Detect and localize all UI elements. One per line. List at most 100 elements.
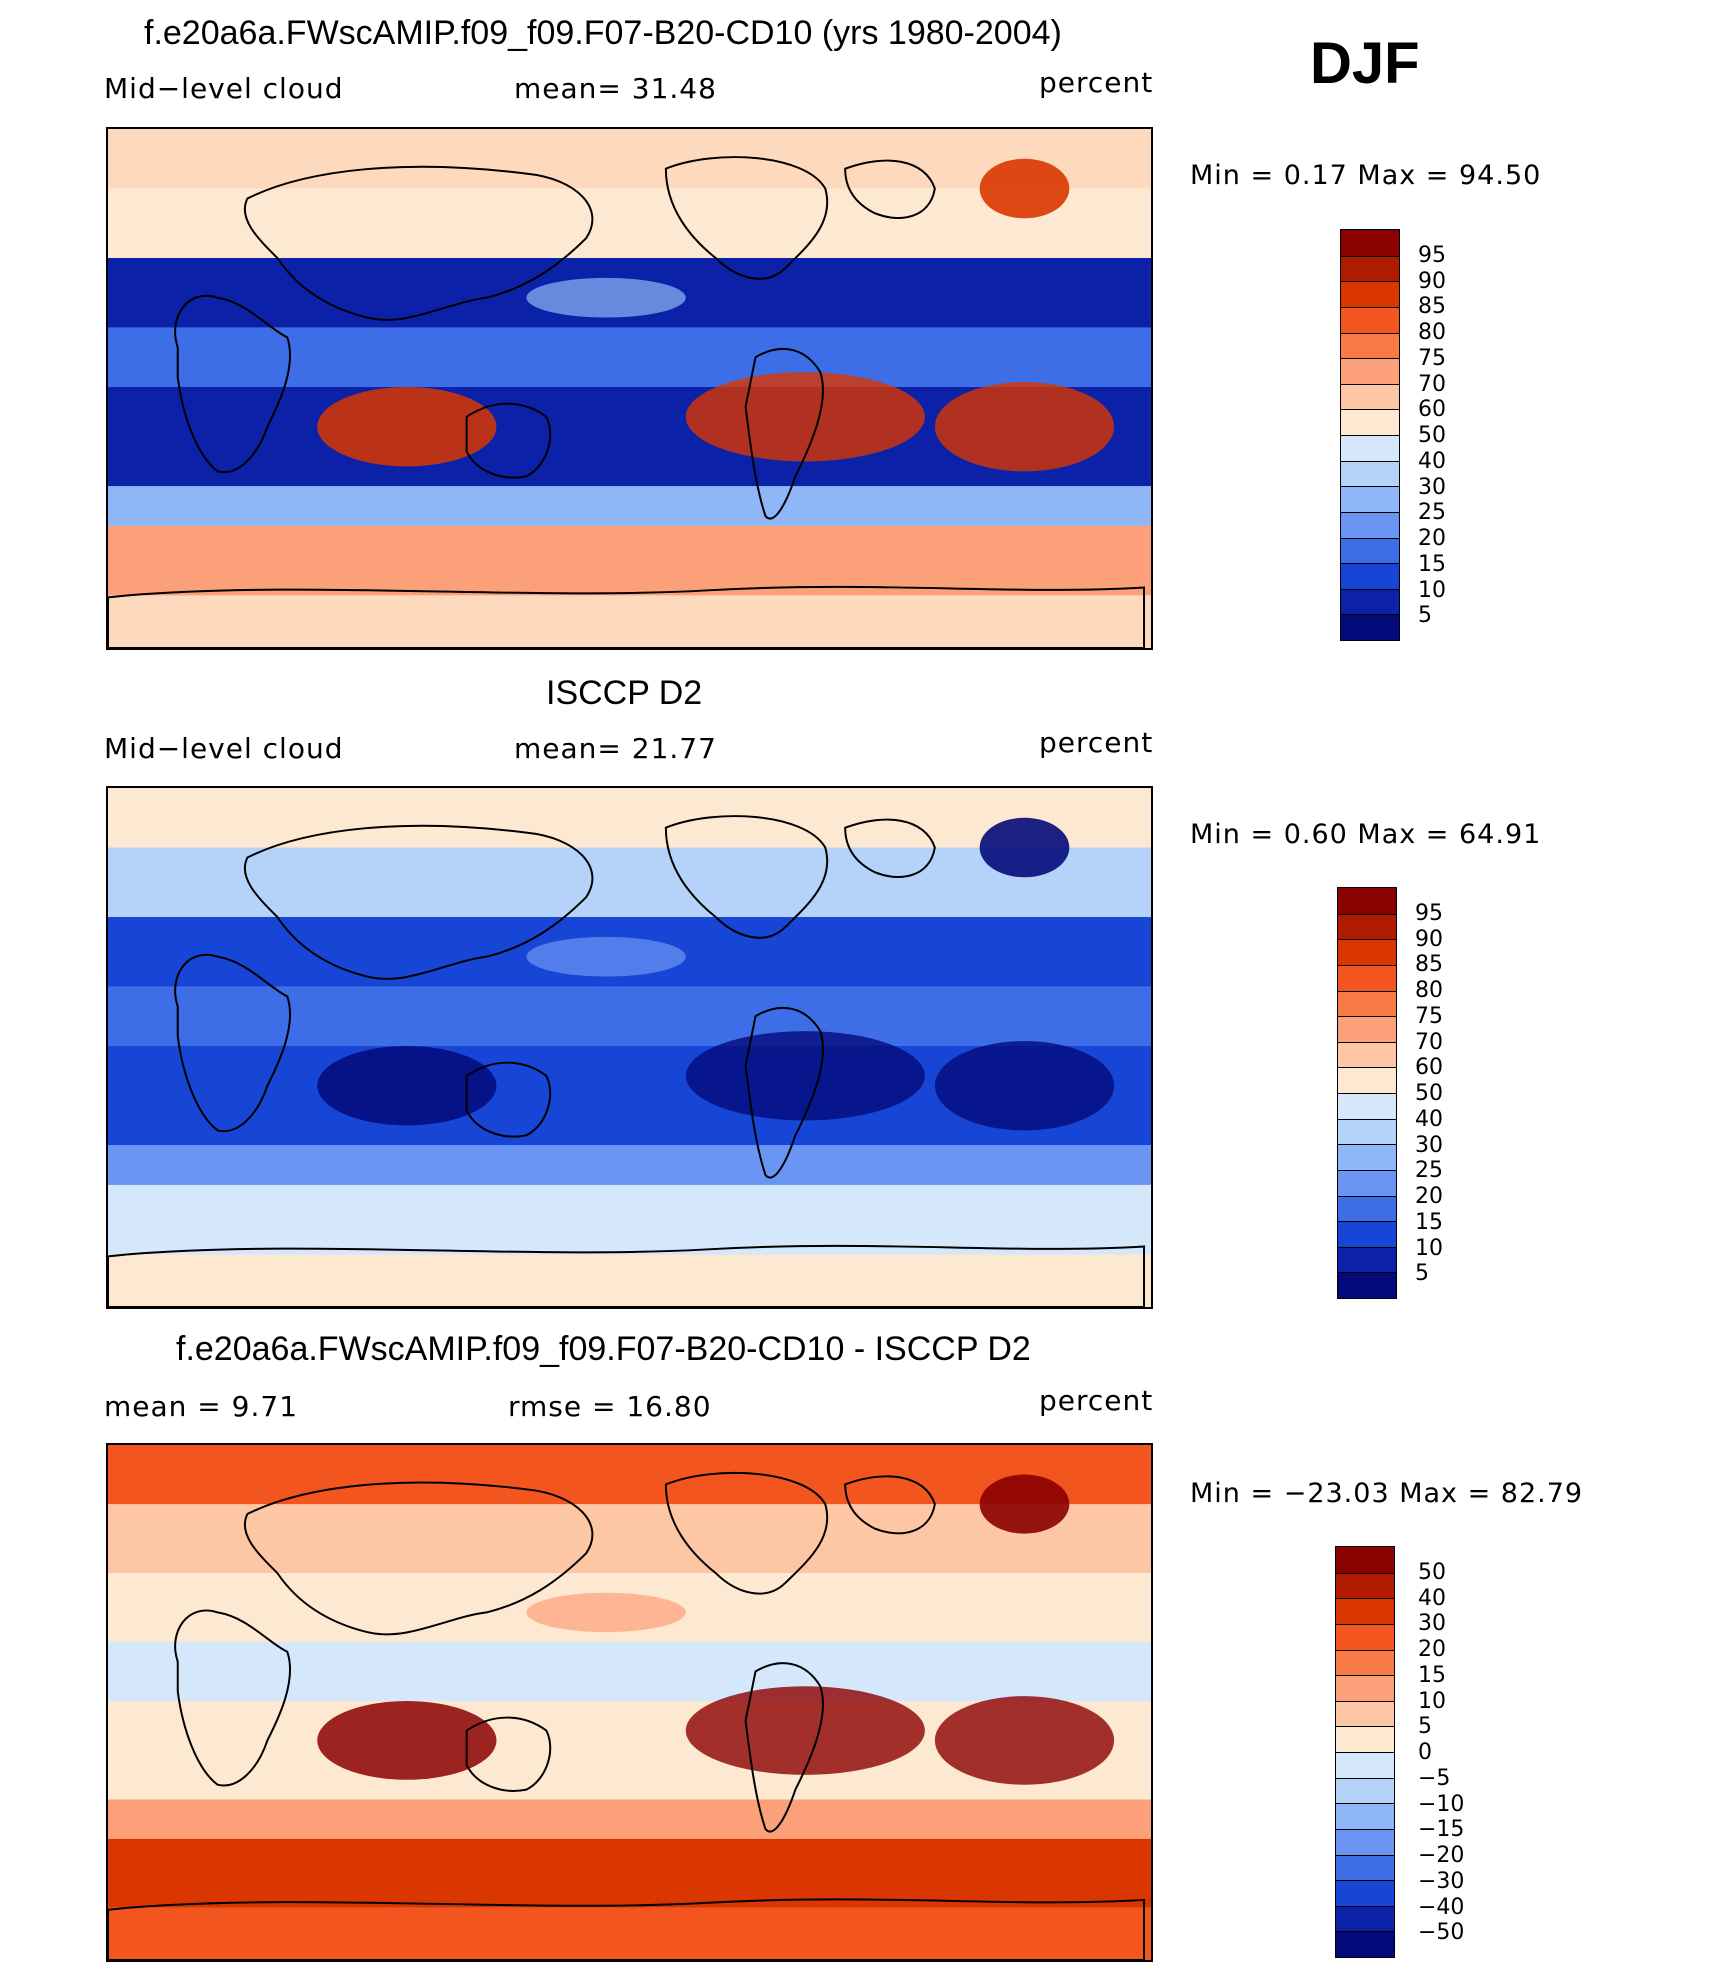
colorbar-swatch xyxy=(1341,409,1399,435)
panel-title: f.e20a6a.FWscAMIP.f09_f09.F07-B20-CD10 (… xyxy=(144,14,1062,52)
mean-label: mean= 21.77 xyxy=(514,732,717,765)
season-label: DJF xyxy=(1310,31,1420,96)
colorbar-tick-label: 15 xyxy=(1418,1662,1446,1688)
contour-feature xyxy=(526,277,686,318)
colorbar-tick-label: −5 xyxy=(1418,1765,1451,1791)
colorbar-tick-label: 15 xyxy=(1415,1209,1443,1235)
colorbar xyxy=(1337,887,1397,1299)
colorbar-swatch xyxy=(1338,1272,1396,1298)
colorbar-swatch xyxy=(1341,306,1399,333)
coastline xyxy=(844,159,936,219)
colorbar-swatch xyxy=(1338,1169,1396,1196)
variable-label: Mid−level cloud xyxy=(104,72,344,105)
coastline xyxy=(465,402,552,479)
colorbar-tick-label: 70 xyxy=(1418,371,1446,397)
colorbar-swatch xyxy=(1336,1700,1394,1727)
coastline xyxy=(844,818,936,878)
contour-feature xyxy=(934,1041,1115,1131)
colorbar-swatch xyxy=(1336,1726,1394,1752)
colorbar-tick-label: 85 xyxy=(1415,952,1443,978)
colorbar-ticks: 95 90 85 80 75 70 60 50 40 30 25 20 15 10 5 xyxy=(1415,887,1475,1299)
colorbar-swatch xyxy=(1336,1547,1394,1573)
colorbar-tick-label: 40 xyxy=(1418,448,1446,474)
colorbar-tick-label: −20 xyxy=(1418,1843,1465,1868)
colorbar-swatch xyxy=(1338,888,1396,914)
south-polar-band xyxy=(108,595,1151,648)
coastline xyxy=(174,294,292,474)
colorbar-tick-label: 30 xyxy=(1418,474,1446,500)
colorbar-tick-label: 20 xyxy=(1418,1637,1446,1662)
colorbar xyxy=(1335,1546,1395,1958)
contour-feature xyxy=(979,1474,1070,1534)
colorbar-swatch xyxy=(1341,460,1399,487)
contour-feature xyxy=(526,1592,686,1633)
coastline xyxy=(744,1662,824,1833)
min-max-label: Min = −23.03 Max = 82.79 xyxy=(1190,1478,1584,1509)
colorbar-tick-label: 0 xyxy=(1418,1740,1432,1765)
colorbar-tick-label: 40 xyxy=(1418,1585,1446,1611)
colorbar-swatch xyxy=(1341,511,1399,538)
colorbar-tick-label: −40 xyxy=(1418,1894,1465,1920)
coastline xyxy=(844,1475,936,1535)
coastline xyxy=(243,165,594,321)
contour-feature xyxy=(934,382,1115,472)
min-max-label: Min = 0.60 Max = 64.91 xyxy=(1190,819,1542,850)
contour-feature xyxy=(317,1701,497,1780)
colorbar-swatch xyxy=(1338,1221,1396,1247)
colorbar-swatch xyxy=(1338,1093,1396,1119)
coastline xyxy=(243,824,594,980)
colorbar-swatch xyxy=(1341,563,1399,589)
panel-title: f.e20a6a.FWscAMIP.f09_f09.F07-B20-CD10 -… xyxy=(176,1330,1031,1368)
colorbar-swatch xyxy=(1341,255,1399,282)
tropical-band xyxy=(108,1641,1151,1702)
colorbar-swatch xyxy=(1336,1905,1394,1932)
units-label: percent xyxy=(1039,726,1154,759)
rmse-label: rmse = 16.80 xyxy=(508,1390,712,1423)
colorbar-tick-label: 30 xyxy=(1415,1132,1443,1158)
north-polar-band xyxy=(108,129,1151,189)
colorbar-swatch xyxy=(1336,1828,1394,1855)
colorbar-swatch xyxy=(1336,1854,1394,1881)
colorbar-swatch xyxy=(1341,614,1399,640)
colorbar-tick-label: 90 xyxy=(1415,926,1443,952)
colorbar-swatch xyxy=(1338,1246,1396,1273)
colorbar-swatch xyxy=(1341,435,1399,461)
map-model xyxy=(106,127,1153,650)
contour-feature xyxy=(317,1046,497,1126)
colorbar-tick-label: 80 xyxy=(1415,978,1443,1003)
min-max-label: Min = 0.17 Max = 94.50 xyxy=(1190,160,1542,191)
colorbar-tick-label: 5 xyxy=(1415,1261,1429,1287)
colorbar-tick-label: 80 xyxy=(1418,320,1446,345)
colorbar-tick-label: 10 xyxy=(1415,1235,1443,1261)
colorbar-swatch xyxy=(1336,1598,1394,1624)
colorbar-tick-label: −15 xyxy=(1418,1817,1465,1843)
map-difference xyxy=(106,1443,1153,1962)
panel-title: ISCCP D2 xyxy=(546,674,703,712)
north-polar-band xyxy=(108,1445,1151,1505)
colorbar-swatch xyxy=(1336,1777,1394,1804)
midlatitude-band-south xyxy=(108,486,1151,526)
midlatitude-band-south xyxy=(108,1799,1151,1839)
colorbar-swatch xyxy=(1338,964,1396,991)
colorbar-tick-label: 95 xyxy=(1418,242,1446,268)
colorbar-tick-label: 30 xyxy=(1418,1611,1446,1637)
colorbar-ticks: 50 40 30 20 15 10 5 0 −5 −10 −15 −20 −30 −40 −50 xyxy=(1418,1546,1488,1958)
colorbar-swatch xyxy=(1336,1803,1394,1829)
colorbar-swatch xyxy=(1341,358,1399,384)
coastline xyxy=(108,1244,1146,1307)
colorbar-tick-label: 75 xyxy=(1415,1003,1443,1029)
coastline xyxy=(465,1061,552,1138)
units-label: percent xyxy=(1039,1384,1154,1417)
map-observations xyxy=(106,786,1153,1309)
coastline xyxy=(174,953,292,1133)
storm-track-band xyxy=(108,1838,1151,1908)
colorbar-swatch xyxy=(1336,1572,1394,1599)
colorbar-tick-label: 85 xyxy=(1418,294,1446,320)
colorbar-tick-label: 60 xyxy=(1415,1055,1443,1081)
storm-track-band xyxy=(108,1184,1151,1255)
colorbar-tick-label: 40 xyxy=(1415,1106,1443,1132)
colorbar-tick-label: 20 xyxy=(1415,1184,1443,1209)
colorbar-tick-label: −10 xyxy=(1418,1791,1465,1817)
contour-feature xyxy=(317,387,497,467)
colorbar-swatch xyxy=(1336,1649,1394,1676)
